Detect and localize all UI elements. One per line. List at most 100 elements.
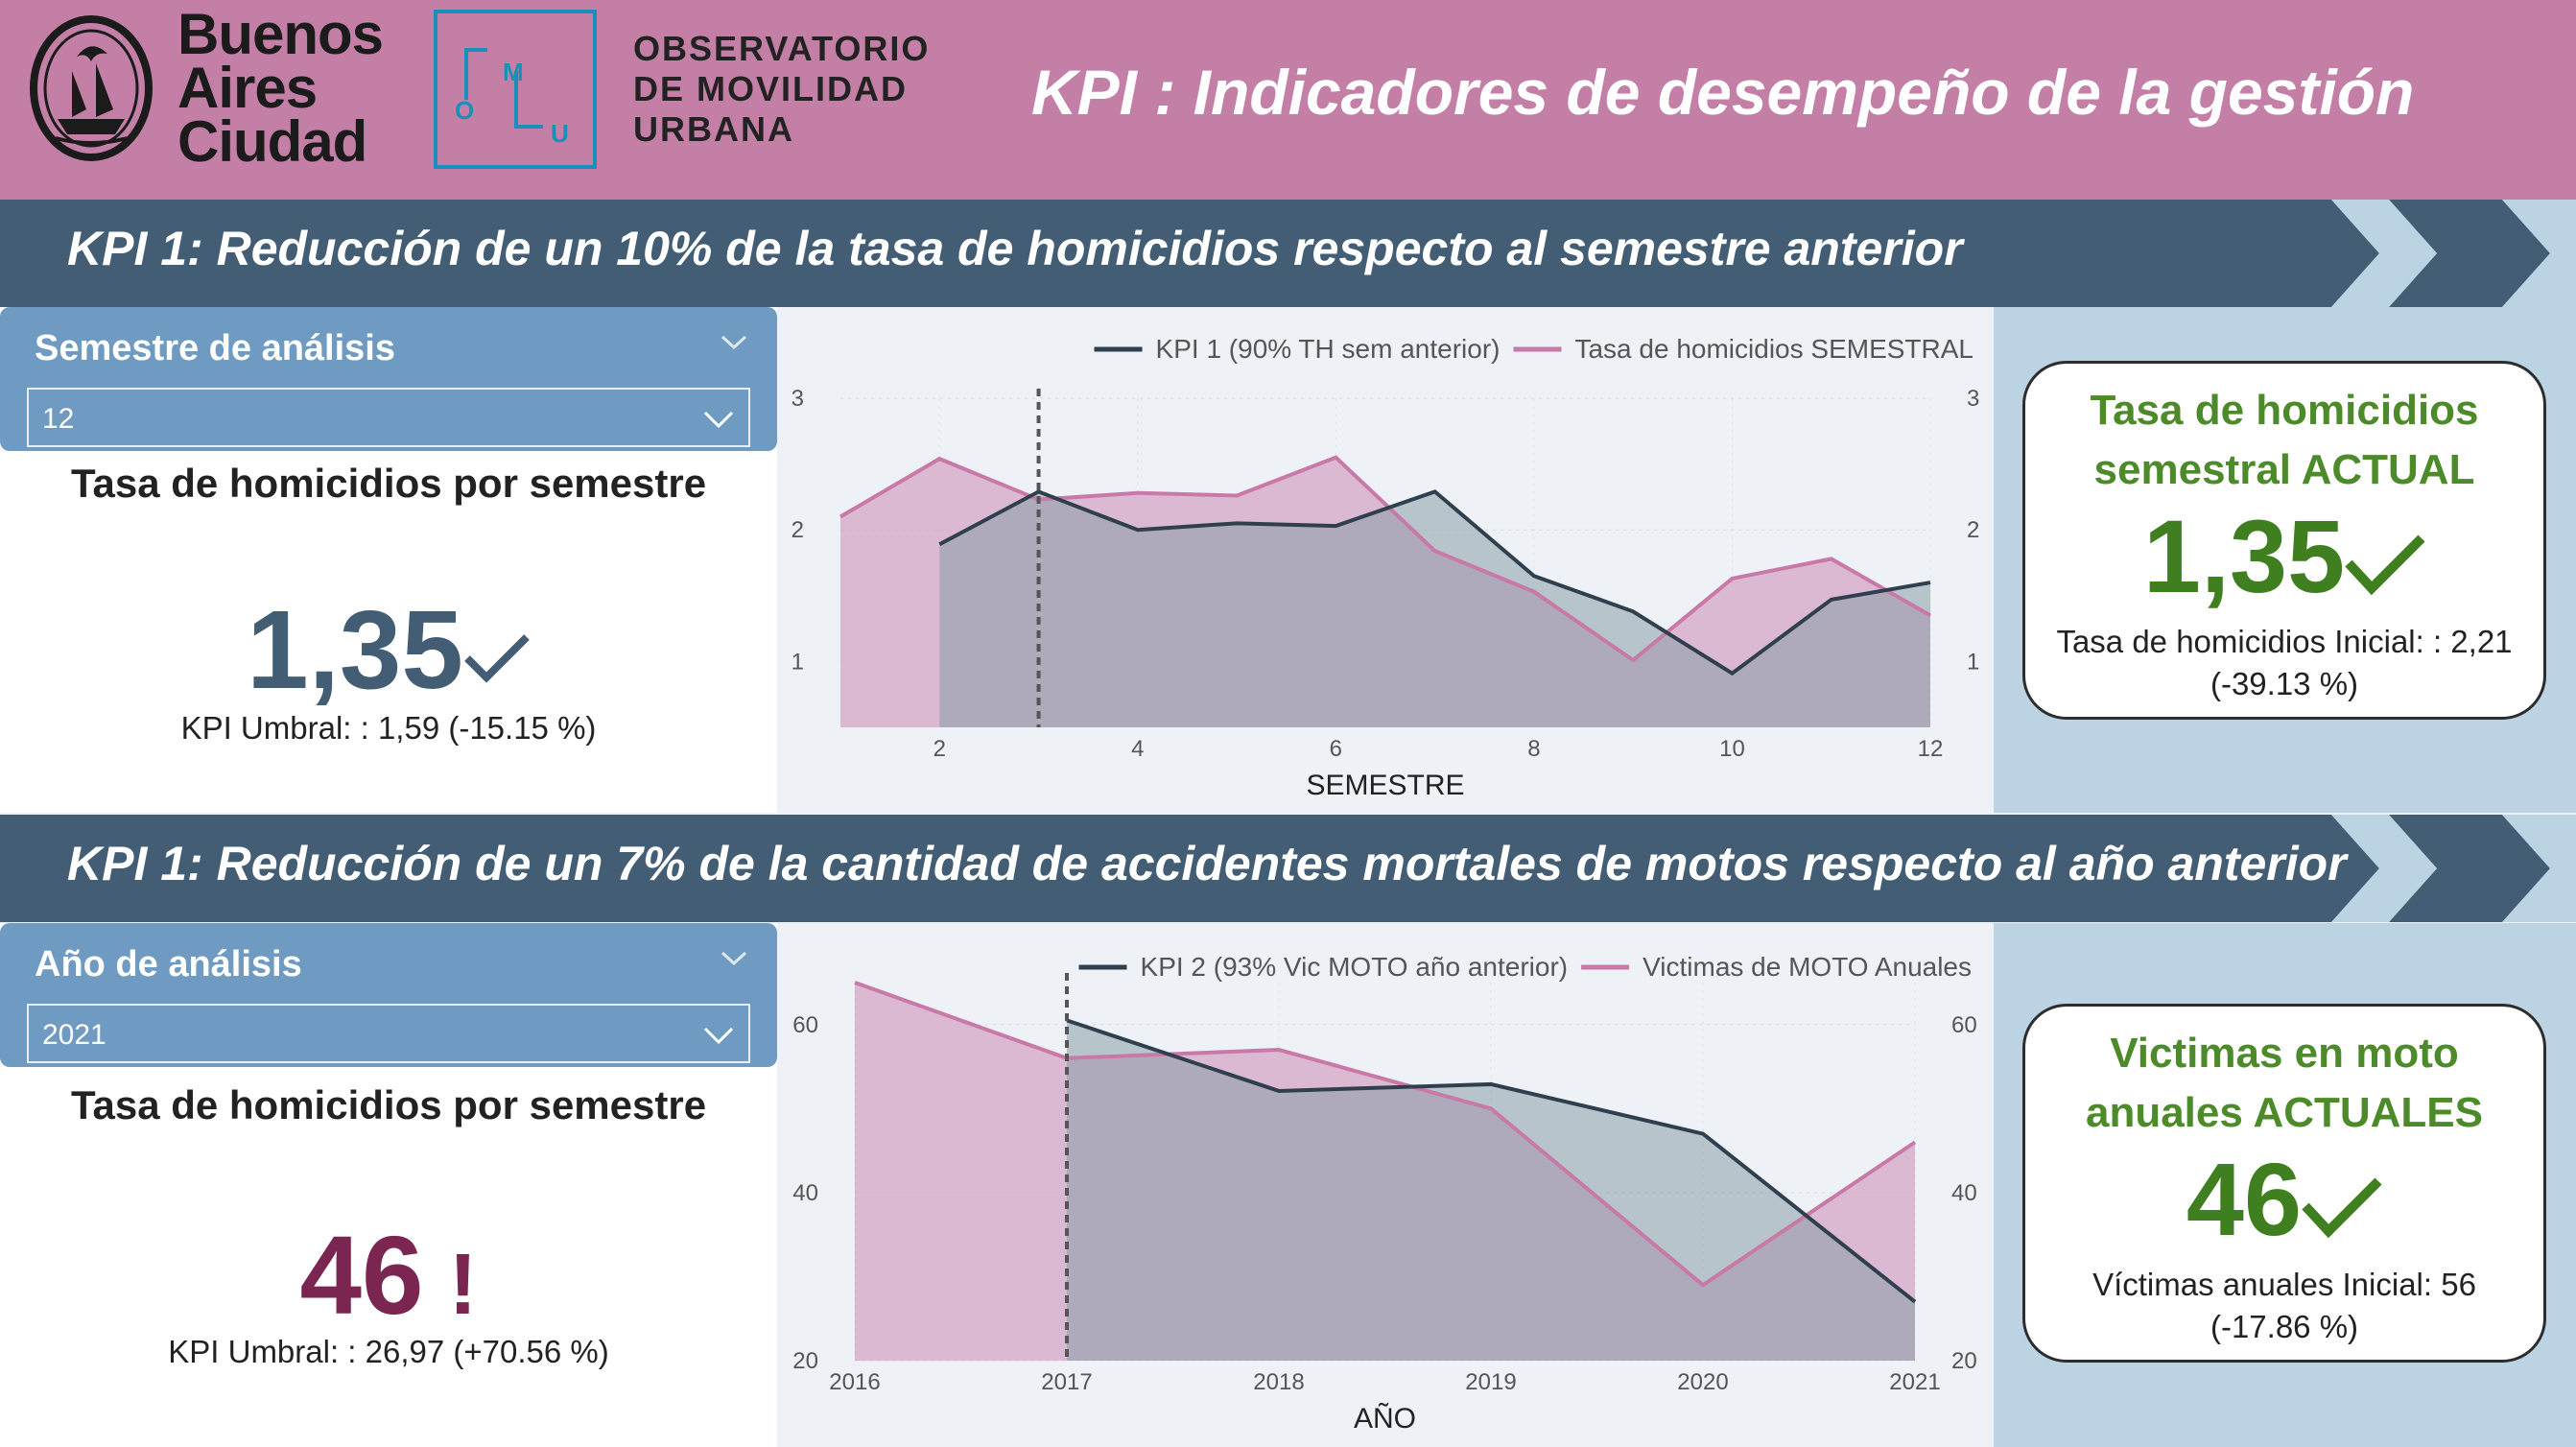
kpi1-x-axis-label: SEMESTRE bbox=[1306, 770, 1464, 801]
buenos-aires-shield-icon bbox=[30, 15, 153, 161]
check-icon bbox=[464, 634, 530, 684]
kpi1-kpi-line bbox=[938, 489, 1931, 676]
kpi1-value-row: 1,35 bbox=[0, 585, 777, 714]
kpi1-left-panel: Semestre de análisis 12 Tasa de homicidi… bbox=[0, 307, 777, 813]
year-slicer: Año de análisis 2021 bbox=[0, 923, 777, 1067]
kpi2-card-initial-line-2: (-17.86 %) bbox=[2210, 1309, 2359, 1344]
semester-slicer: Semestre de análisis 12 bbox=[0, 307, 777, 451]
kpi2-card-title-line-2: anuales ACTUALES bbox=[2085, 1089, 2483, 1136]
page-title: KPI : Indicadores de desempeño de la ges… bbox=[1031, 57, 2415, 128]
kpi2-card-value: 46 bbox=[2186, 1141, 2303, 1257]
kpi2-banner: KPI 1: Reducción de un 7% de la cantidad… bbox=[0, 815, 2576, 922]
slicer-collapse-chevron-icon[interactable] bbox=[720, 332, 748, 353]
kpi2-x-tick: 2017 bbox=[1041, 1369, 1092, 1395]
chevron-down-icon[interactable] bbox=[702, 409, 735, 430]
kpi2-banner-title: KPI 1: Reducción de un 7% de la cantidad… bbox=[67, 837, 2347, 890]
kpi1-card-initial-line-1: Tasa de homicidios Inicial: : 2,21 bbox=[2056, 624, 2513, 659]
omu-logo: M O U bbox=[434, 10, 597, 169]
omu-letter-m: M bbox=[503, 58, 524, 86]
kpi2-current-card: Victimas en moto anuales ACTUALES 46 Víc… bbox=[2022, 1004, 2546, 1363]
year-dropdown-value: 2021 bbox=[42, 1019, 106, 1051]
kpi2-x-tick: 2021 bbox=[1889, 1369, 1940, 1395]
kpi2-y-tick-left: 40 bbox=[792, 1180, 818, 1206]
semester-dropdown[interactable]: 12 bbox=[27, 388, 750, 447]
kpi1-card-title: Tasa de homicidios semestral ACTUAL bbox=[2025, 381, 2543, 500]
omu-logo-icon: M O U bbox=[455, 48, 569, 148]
header: Buenos Aires Ciudad M O U OBSERVATORIO D… bbox=[0, 0, 2576, 200]
kpi2-chart-panel: 20 20 40 40 60 60 2016 2017 2018 2019 2020 2021 AÑO V… bbox=[779, 923, 1994, 1447]
kpi1-card-initial: Tasa de homicidios Inicial: : 2,21 (-39.… bbox=[2025, 621, 2543, 705]
kpi1-banner-arrows bbox=[0, 200, 2576, 307]
kpi2-card-initial-line-1: Víctimas anuales Inicial: 56 bbox=[2092, 1267, 2476, 1302]
kpi2-value: 46 bbox=[299, 1213, 424, 1338]
kpi1-y-tick-right: 1 bbox=[1967, 649, 1979, 675]
ba-line-3: Ciudad bbox=[177, 109, 367, 174]
year-dropdown[interactable]: 2021 bbox=[27, 1004, 750, 1063]
buenos-aires-ciudad-logo: Buenos Aires Ciudad bbox=[177, 2, 384, 174]
kpi1-banner-title: KPI 1: Reducción de un 10% de la tasa de… bbox=[67, 222, 1963, 275]
kpi1-x-tick: 4 bbox=[1131, 736, 1144, 762]
kpi1-threshold: KPI Umbral: : 1,59 (-15.15 %) bbox=[180, 710, 597, 746]
kpi1-current-card: Tasa de homicidios semestral ACTUAL 1,35… bbox=[2022, 361, 2546, 720]
kpi1-x-tick: 10 bbox=[1719, 736, 1745, 762]
kpi1-x-tick: 2 bbox=[934, 736, 946, 762]
kpi2-threshold: KPI Umbral: : 26,97 (+70.56 %) bbox=[168, 1334, 609, 1369]
kpi1-card-title-line-2: semestral ACTUAL bbox=[2093, 446, 2475, 493]
kpi2-y-tick-left: 20 bbox=[792, 1348, 818, 1374]
kpi2-x-tick: 2016 bbox=[829, 1369, 880, 1395]
kpi2-legend-rate-label: Victimas de MOTO Anuales bbox=[1642, 952, 1972, 982]
kpi2-x-tick: 2020 bbox=[1677, 1369, 1728, 1395]
kpi1-banner: KPI 1: Reducción de un 10% de la tasa de… bbox=[0, 200, 2576, 307]
kpi1-rate-line bbox=[839, 455, 1931, 663]
kpi1-y-tick-left: 3 bbox=[792, 386, 804, 412]
kpi2-x-tick: 2018 bbox=[1253, 1369, 1304, 1395]
kpi2-x-tick: 2019 bbox=[1465, 1369, 1516, 1395]
kpi2-subtitle: Tasa de homicidios por semestre bbox=[70, 1082, 707, 1127]
semester-slicer-label: Semestre de análisis bbox=[35, 328, 395, 368]
kpi1-value: 1,35 bbox=[247, 587, 463, 712]
kpi2-card-title-line-1: Victimas en moto bbox=[2110, 1030, 2459, 1077]
kpi1-x-tick: 8 bbox=[1527, 736, 1540, 762]
kpi1-y-tick-left: 1 bbox=[792, 649, 804, 675]
kpi2-kpi-area bbox=[1067, 1020, 1915, 1361]
exclamation-icon: ! bbox=[448, 1237, 478, 1333]
omu-name: OBSERVATORIO DE MOVILIDAD URBANA bbox=[633, 29, 930, 150]
kpi1-legend-rate-label: Tasa de homicidios SEMESTRAL bbox=[1574, 334, 1973, 364]
kpi2-rate-line bbox=[854, 981, 1917, 1288]
ba-line-1: Buenos bbox=[177, 2, 384, 66]
chevron-down-icon[interactable] bbox=[702, 1025, 735, 1046]
kpi2-left-panel: Año de análisis 2021 Tasa de homicidios … bbox=[0, 923, 777, 1447]
kpi1-legend-kpi-label: KPI 1 (90% TH sem anterior) bbox=[1156, 334, 1501, 364]
kpi1-chart-panel: 1 1 2 2 3 3 2 4 6 8 10 12 SEMESTRE Tasa de homicidios… bbox=[779, 307, 1994, 813]
kpi1-y-tick-right: 2 bbox=[1967, 517, 1979, 543]
kpi1-subtitle: Tasa de homicidios por semestre bbox=[70, 461, 707, 506]
kpi1-y-tick-left: 2 bbox=[792, 517, 804, 543]
kpi1-right-panel: Tasa de homicidios semestral ACTUAL 1,35… bbox=[1994, 307, 2576, 813]
kpi1-kpi-area bbox=[939, 491, 1930, 727]
kpi2-card-value-row: 46 bbox=[2025, 1139, 2543, 1259]
omu-line-3: URBANA bbox=[633, 109, 794, 149]
kpi1-y-tick-right: 3 bbox=[1967, 386, 1979, 412]
semester-dropdown-value: 12 bbox=[42, 403, 75, 435]
kpi1-card-title-line-1: Tasa de homicidios bbox=[2090, 387, 2479, 434]
omu-line-1: OBSERVATORIO bbox=[633, 29, 931, 68]
check-icon bbox=[2345, 534, 2425, 596]
kpi2-kpi-line bbox=[1066, 1018, 1917, 1304]
kpi2-y-tick-right: 20 bbox=[1951, 1348, 1977, 1374]
kpi2-legend-kpi-label: KPI 2 (93% Vic MOTO año anterior) bbox=[1141, 952, 1569, 982]
omu-line-2: DE MOVILIDAD bbox=[633, 69, 909, 108]
kpi1-x-tick: 12 bbox=[1918, 736, 1944, 762]
omu-letter-o: O bbox=[455, 96, 474, 125]
kpi1-card-value: 1,35 bbox=[2142, 498, 2346, 614]
kpi1-card-value-row: 1,35 bbox=[2025, 496, 2543, 616]
kpi2-y-tick-left: 60 bbox=[792, 1012, 818, 1038]
kpi1-x-tick: 6 bbox=[1330, 736, 1342, 762]
kpi2-card-title: Victimas en moto anuales ACTUALES bbox=[2025, 1024, 2543, 1143]
kpi2-value-row: 46! bbox=[0, 1211, 777, 1340]
ba-line-2: Aires bbox=[177, 56, 318, 120]
omu-letter-u: U bbox=[551, 119, 569, 148]
year-slicer-label: Año de análisis bbox=[35, 944, 302, 984]
slicer-collapse-chevron-icon[interactable] bbox=[720, 948, 748, 969]
